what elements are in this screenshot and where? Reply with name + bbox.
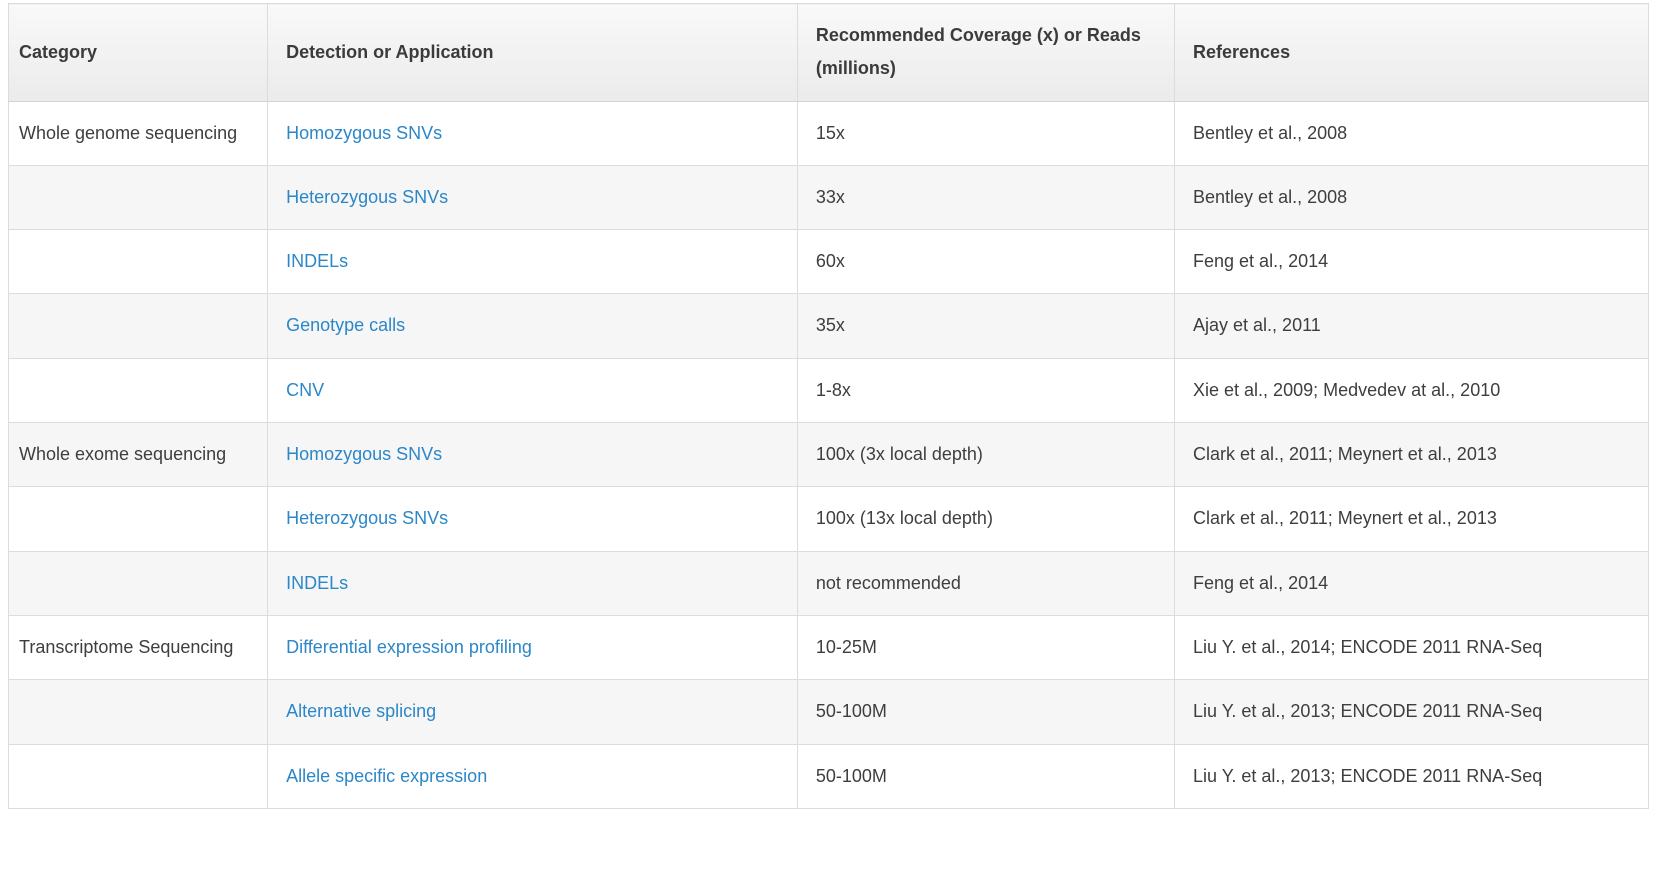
table-row: Heterozygous SNVs 33x Bentley et al., 20… (7, 164, 1649, 231)
coverage-cell: 15x (796, 100, 1176, 166)
category-cell (7, 293, 269, 359)
table-row: CNV 1-8x Xie et al., 2009; Medvedev at a… (7, 357, 1649, 424)
category-cell (7, 229, 269, 295)
coverage-cell: not recommended (796, 550, 1176, 616)
references-cell: Feng et al., 2014 (1174, 550, 1649, 616)
column-header-detection-application: Detection or Application (267, 3, 798, 102)
application-cell: Alternative splicing (267, 679, 798, 745)
application-link[interactable]: INDELs (286, 572, 349, 593)
application-cell: Heterozygous SNVs (267, 164, 798, 231)
references-cell: Bentley et al., 2008 (1174, 100, 1649, 166)
references-cell: Ajay et al., 2011 (1174, 293, 1649, 359)
table-row: Heterozygous SNVs 100x (13x local depth)… (7, 486, 1649, 552)
coverage-cell: 35x (796, 293, 1176, 359)
table-header: Category Detection or Application Recomm… (7, 3, 1649, 102)
references-cell: Clark et al., 2011; Meynert et al., 2013 (1174, 422, 1649, 488)
coverage-cell: 100x (13x local depth) (796, 486, 1176, 552)
references-cell: Xie et al., 2009; Medvedev at al., 2010 (1174, 357, 1649, 424)
table-row: INDELs not recommended Feng et al., 2014 (7, 550, 1649, 616)
application-cell: Heterozygous SNVs (267, 486, 798, 552)
table-row: Genotype calls 35x Ajay et al., 2011 (7, 293, 1649, 359)
application-cell: Allele specific expression (267, 743, 798, 809)
category-cell (7, 743, 269, 809)
application-cell: INDELs (267, 229, 798, 295)
application-cell: Genotype calls (267, 293, 798, 359)
application-cell: INDELs (267, 550, 798, 616)
category-cell: Whole genome sequencing (7, 100, 269, 166)
category-cell: Whole exome sequencing (7, 422, 269, 488)
application-cell: Homozygous SNVs (267, 422, 798, 488)
application-link[interactable]: Alternative splicing (286, 701, 437, 722)
coverage-cell: 50-100M (796, 743, 1176, 809)
table-row: Transcriptome Sequencing Differential ex… (7, 614, 1649, 681)
application-cell: Differential expression profiling (267, 614, 798, 681)
header-row: Category Detection or Application Recomm… (7, 3, 1649, 102)
coverage-cell: 50-100M (796, 679, 1176, 745)
table-row: INDELs 60x Feng et al., 2014 (7, 229, 1649, 295)
column-header-recommended-coverage: Recommended Coverage (x) or Reads (milli… (796, 3, 1176, 102)
application-link[interactable]: Differential expression profiling (286, 636, 532, 657)
application-link[interactable]: Homozygous SNVs (286, 122, 443, 143)
table-row: Allele specific expression 50-100M Liu Y… (7, 743, 1649, 809)
category-cell (7, 357, 269, 424)
table-row: Alternative splicing 50-100M Liu Y. et a… (7, 679, 1649, 745)
coverage-recommendations-table: Category Detection or Application Recomm… (7, 3, 1649, 809)
category-cell (7, 486, 269, 552)
references-cell: Liu Y. et al., 2013; ENCODE 2011 RNA-Seq (1174, 679, 1649, 745)
references-cell: Feng et al., 2014 (1174, 229, 1649, 295)
references-cell: Clark et al., 2011; Meynert et al., 2013 (1174, 486, 1649, 552)
coverage-cell: 10-25M (796, 614, 1176, 681)
references-cell: Liu Y. et al., 2014; ENCODE 2011 RNA-Seq (1174, 614, 1649, 681)
application-link[interactable]: INDELs (286, 251, 349, 272)
application-link[interactable]: Heterozygous SNVs (286, 186, 449, 207)
category-cell (7, 164, 269, 231)
application-link[interactable]: Allele specific expression (286, 765, 488, 786)
category-cell (7, 679, 269, 745)
table-body: Whole genome sequencing Homozygous SNVs … (7, 100, 1649, 809)
application-link[interactable]: CNV (286, 379, 325, 400)
references-cell: Liu Y. et al., 2013; ENCODE 2011 RNA-Seq (1174, 743, 1649, 809)
application-link[interactable]: Genotype calls (286, 315, 406, 336)
category-cell (7, 550, 269, 616)
application-cell: CNV (267, 357, 798, 424)
coverage-cell: 33x (796, 164, 1176, 231)
application-link[interactable]: Homozygous SNVs (286, 444, 443, 465)
category-cell: Transcriptome Sequencing (7, 614, 269, 681)
coverage-table-container: Category Detection or Application Recomm… (7, 3, 1649, 809)
references-cell: Bentley et al., 2008 (1174, 164, 1649, 231)
coverage-cell: 1-8x (796, 357, 1176, 424)
table-row: Whole genome sequencing Homozygous SNVs … (7, 100, 1649, 166)
coverage-cell: 100x (3x local depth) (796, 422, 1176, 488)
column-header-category: Category (7, 3, 269, 102)
application-link[interactable]: Heterozygous SNVs (286, 508, 449, 529)
coverage-cell: 60x (796, 229, 1176, 295)
column-header-references: References (1174, 3, 1649, 102)
application-cell: Homozygous SNVs (267, 100, 798, 166)
table-row: Whole exome sequencing Homozygous SNVs 1… (7, 422, 1649, 488)
